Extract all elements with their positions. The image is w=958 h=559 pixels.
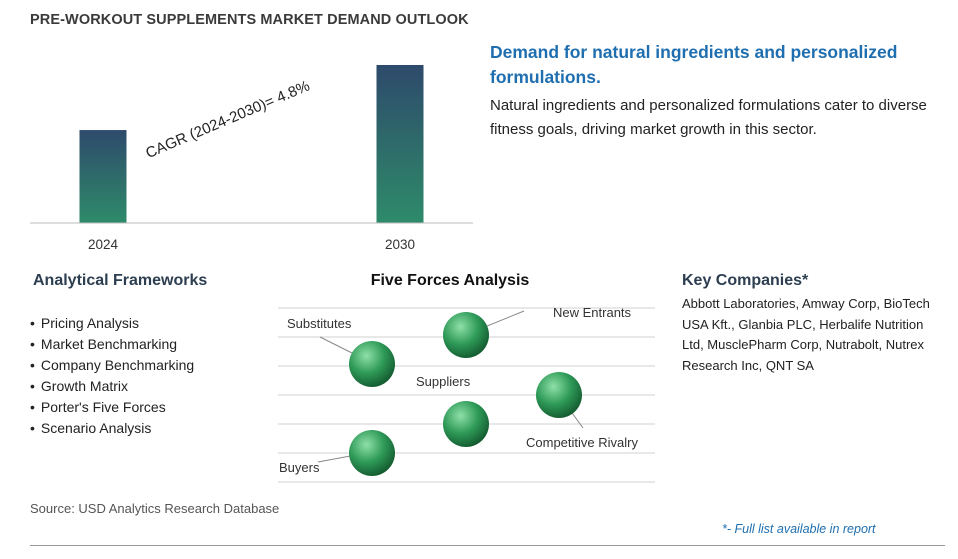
frameworks-list: Pricing Analysis Market Benchmarking Com… (30, 313, 194, 439)
new-entrants-sphere (443, 312, 489, 358)
list-item: Porter's Five Forces (30, 397, 194, 418)
suppliers-label: Suppliers (416, 374, 471, 389)
competitive-rivalry-label: Competitive Rivalry (526, 435, 638, 450)
buyers-label: Buyers (279, 460, 320, 475)
bar-2024 (79, 130, 127, 223)
x-tick-label: 2030 (385, 237, 415, 252)
page-title: PRE-WORKOUT SUPPLEMENTS MARKET DEMAND OU… (30, 12, 469, 28)
substitutes-sphere (349, 341, 395, 387)
x-tick-label: 2024 (88, 237, 119, 252)
list-item: Market Benchmarking (30, 334, 194, 355)
footnote: *- Full list available in report (722, 522, 876, 536)
list-item: Scenario Analysis (30, 418, 194, 439)
frameworks-title: Analytical Frameworks (33, 272, 208, 289)
list-item: Pricing Analysis (30, 313, 194, 334)
five-forces-title: Five Forces Analysis (370, 272, 530, 289)
insight-description: Natural ingredients and personalized for… (490, 97, 927, 138)
list-item: Growth Matrix (30, 376, 194, 397)
bottom-divider (30, 545, 945, 546)
key-companies-title: Key Companies* (682, 272, 809, 289)
buyers-sphere (349, 430, 395, 476)
competitive-rivalry-sphere (536, 372, 582, 418)
bar-2030 (376, 65, 424, 223)
source-note: Source: USD Analytics Research Database (30, 501, 280, 516)
insight-headline: Demand for natural ingredients and perso… (490, 42, 898, 87)
key-companies-text: Abbott Laboratories, Amway Corp, BioTech… (682, 296, 930, 373)
suppliers-sphere (443, 401, 489, 447)
new-entrants-label: New Entrants (553, 305, 632, 320)
bar-chart: 2024 2030 (30, 65, 473, 252)
list-item: Company Benchmarking (30, 355, 194, 376)
substitutes-label: Substitutes (287, 316, 352, 331)
